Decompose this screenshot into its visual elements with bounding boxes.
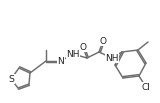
Text: O: O <box>100 36 107 46</box>
Text: O: O <box>80 43 87 52</box>
Text: NH: NH <box>105 53 119 63</box>
Text: Cl: Cl <box>142 83 150 91</box>
Text: S: S <box>8 74 14 84</box>
Text: N: N <box>58 57 64 66</box>
Text: NH: NH <box>66 50 80 59</box>
